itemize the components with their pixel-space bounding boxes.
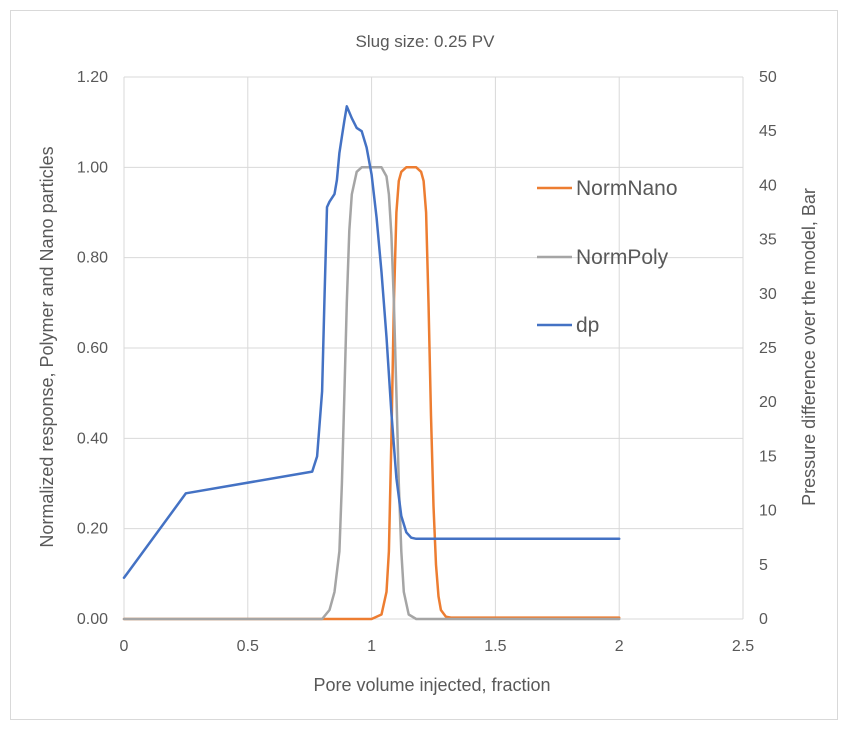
x-tick-label: 1 bbox=[367, 638, 376, 655]
y-tick-label: 0.60 bbox=[77, 340, 108, 357]
y2-tick-label: 15 bbox=[759, 448, 777, 465]
y-tick-label: 0.80 bbox=[77, 250, 108, 267]
x-tick-label: 2 bbox=[615, 638, 624, 655]
x-tick-label: 2.5 bbox=[732, 638, 754, 655]
y2-tick-label: 40 bbox=[759, 177, 777, 194]
y-axis-label: Normalized response, Polymer and Nano pa… bbox=[37, 146, 57, 547]
y2-axis-ticks: 0 5 10 15 20 25 30 35 40 45 50 bbox=[759, 69, 777, 628]
y2-tick-label: 20 bbox=[759, 394, 777, 411]
y-tick-label: 0.00 bbox=[77, 611, 108, 628]
y-tick-label: 0.20 bbox=[77, 521, 108, 538]
series-line-normpoly bbox=[122, 166, 621, 621]
x-tick-label: 0.5 bbox=[237, 638, 259, 655]
y-tick-label: 1.00 bbox=[77, 159, 108, 176]
y2-tick-label: 0 bbox=[759, 611, 768, 628]
legend: NormNano NormPoly dp bbox=[537, 177, 678, 337]
x-axis-label: Pore volume injected, fraction bbox=[313, 675, 550, 695]
y2-tick-label: 5 bbox=[759, 557, 768, 574]
x-axis-ticks: 0 0.5 1 1.5 2 2.5 bbox=[120, 638, 755, 655]
chart-frame bbox=[10, 10, 838, 720]
y2-axis-label: Pressure difference over the model, Bar bbox=[799, 188, 819, 506]
chart-title: Slug size: 0.25 PV bbox=[356, 32, 496, 51]
y2-tick-label: 10 bbox=[759, 503, 777, 520]
x-tick-label: 1.5 bbox=[484, 638, 506, 655]
y-tick-label: 1.20 bbox=[77, 69, 108, 86]
series-line-dp bbox=[122, 105, 621, 580]
series-layer bbox=[122, 105, 621, 621]
series-line-normnano bbox=[122, 166, 621, 621]
y2-tick-label: 35 bbox=[759, 232, 777, 249]
y-tick-label: 0.40 bbox=[77, 430, 108, 447]
legend-label-normnano: NormNano bbox=[576, 177, 678, 200]
legend-label-normpoly: NormPoly bbox=[576, 246, 669, 269]
y2-tick-label: 50 bbox=[759, 69, 777, 86]
y2-tick-label: 30 bbox=[759, 286, 777, 303]
legend-label-dp: dp bbox=[576, 314, 599, 337]
x-tick-label: 0 bbox=[120, 638, 129, 655]
y2-tick-label: 45 bbox=[759, 123, 777, 140]
y2-tick-label: 25 bbox=[759, 340, 777, 357]
y-axis-ticks: 0.00 0.20 0.40 0.60 0.80 1.00 1.20 bbox=[77, 69, 108, 628]
